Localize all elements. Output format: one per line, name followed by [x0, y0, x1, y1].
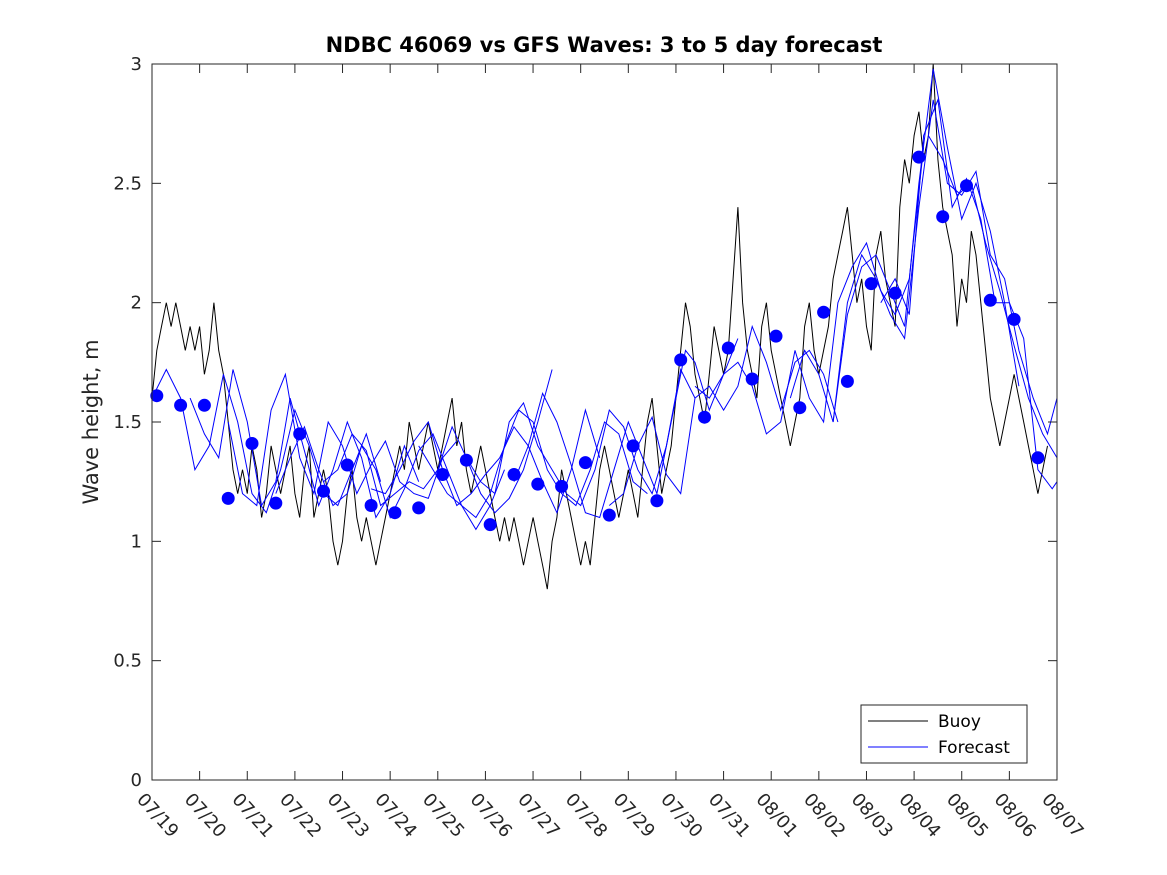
legend-box [860, 704, 1028, 764]
forecast-marker [793, 401, 807, 415]
forecast-marker [936, 210, 950, 224]
y-tick-label: 2.5 [113, 173, 142, 194]
forecast-series-line-4 [323, 369, 553, 514]
y-tick-label: 0.5 [113, 651, 142, 672]
forecast-marker [745, 372, 759, 386]
forecast-marker [388, 506, 402, 520]
forecast-marker [960, 179, 973, 193]
forecast-marker [197, 398, 211, 412]
y-tick-label: 2 [131, 293, 142, 314]
forecast-marker [578, 456, 592, 470]
forecast-marker [721, 341, 735, 355]
forecast-marker [293, 427, 307, 441]
forecast-marker [769, 329, 783, 343]
forecast-marker [483, 518, 497, 532]
y-tick-label: 1.5 [113, 412, 142, 433]
forecast-marker [436, 468, 450, 481]
forecast-series-line-7 [465, 367, 696, 507]
forecast-marker [340, 458, 354, 472]
forecast-marker [674, 353, 688, 367]
forecast-marker [364, 499, 378, 512]
chart-title: NDBC 46069 vs GFS Waves: 3 to 5 day fore… [326, 33, 883, 57]
forecast-marker [650, 494, 664, 508]
forecast-series-line-0 [153, 368, 382, 514]
forecast-marker [912, 150, 926, 164]
legend-label-forecast: Forecast [938, 738, 1010, 758]
y-tick-label: 3 [131, 54, 142, 75]
forecast-marker [888, 286, 902, 300]
forecast-marker [174, 398, 188, 412]
forecast-marker [602, 508, 616, 522]
forecast-series-line-3 [275, 425, 505, 531]
forecast-series-line-2 [227, 372, 458, 507]
legend: Buoy Forecast [860, 704, 1028, 764]
legend-label-buoy: Buoy [938, 712, 981, 732]
forecast-marker [317, 484, 330, 498]
forecast-marker [840, 374, 854, 388]
forecast-marker [864, 277, 878, 291]
forecast-marker [150, 389, 164, 403]
forecast-marker [221, 491, 235, 505]
series-layer [150, 63, 1058, 590]
buoy-series-line [151, 63, 1048, 590]
y-tick-label: 0 [131, 770, 142, 791]
forecast-series-line-13 [880, 97, 1058, 490]
forecast-marker [531, 477, 545, 491]
forecast-marker [983, 293, 997, 307]
forecast-series-line-6 [418, 409, 648, 519]
forecast-series-line-1 [189, 369, 420, 519]
forecast-marker [1007, 312, 1021, 326]
forecast-marker [1031, 451, 1045, 465]
forecast-marker [817, 305, 831, 319]
forecast-series-line-14 [927, 135, 1058, 459]
forecast-marker [626, 439, 640, 453]
forecast-series-line-8 [513, 338, 739, 519]
forecast-series-line-10 [694, 147, 925, 435]
forecast-marker [269, 496, 283, 510]
forecast-marker [412, 501, 426, 515]
y-tick-label: 1 [131, 531, 142, 552]
forecast-marker [507, 468, 521, 481]
forecast-series-line-9 [608, 324, 839, 506]
forecast-series-line-5 [370, 408, 601, 515]
forecast-marker [245, 437, 259, 450]
forecast-marker [555, 479, 569, 493]
plot-area: 00.511.522.5307/1907/2007/2107/2207/2307… [113, 54, 1087, 842]
forecast-marker [459, 453, 473, 467]
forecast-marker [698, 410, 711, 424]
forecast-series-line-12 [832, 99, 1058, 436]
y-axis-label: Wave height, m [79, 339, 103, 504]
